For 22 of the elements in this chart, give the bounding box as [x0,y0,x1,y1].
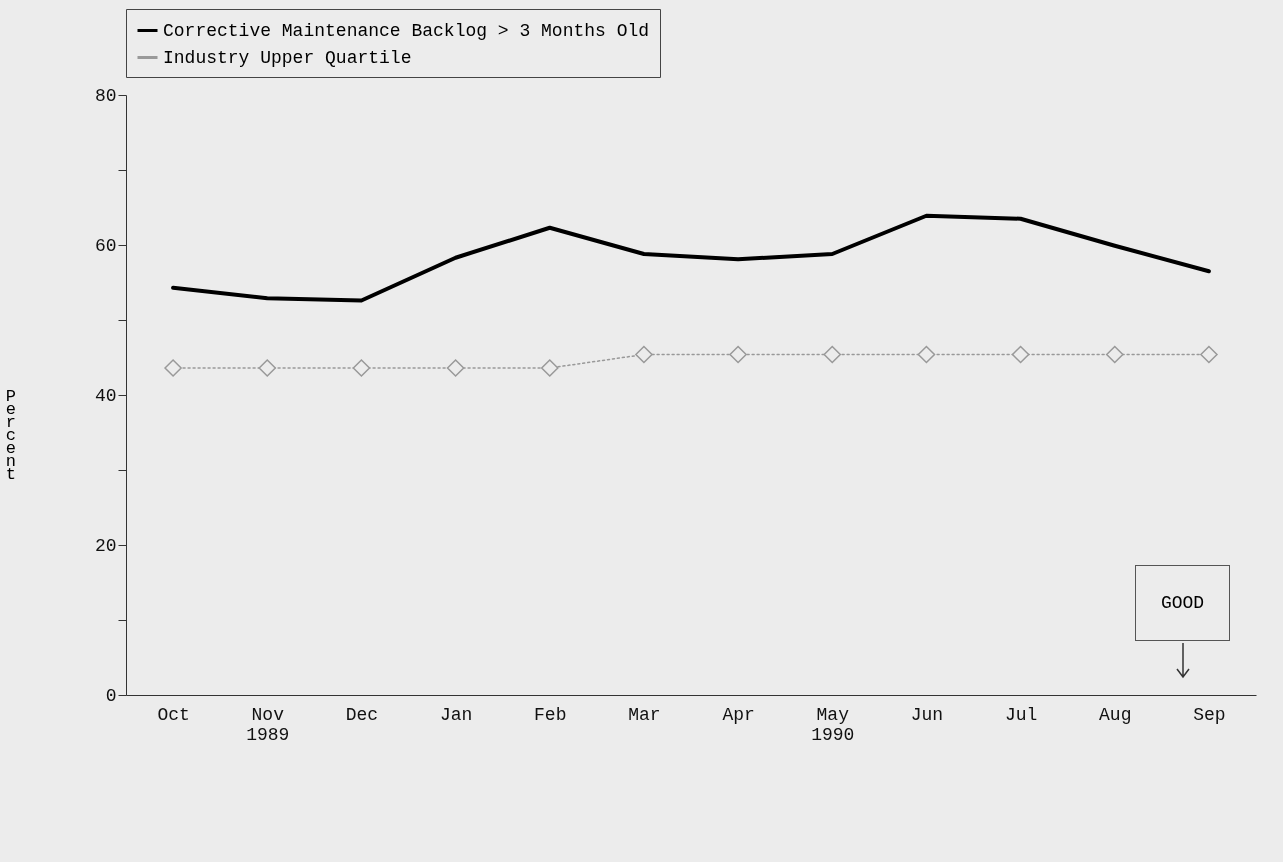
x-tick-label: Dec [345,704,379,725]
y-tick-label: 60 [94,235,117,256]
x-tick-label: Feb [534,704,567,725]
x-tick-label: Jan [439,704,473,725]
x-tick-label: Nov 1989 [246,704,290,745]
annotation: GOOD [1135,565,1230,641]
x-tick-label: Oct [157,704,190,725]
y-axis-title: Percent [5,386,16,484]
x-tick-label: May 1990 [811,704,855,745]
y-tick-label: 20 [94,535,117,556]
x-tick-label: Mar [628,704,661,725]
x-tick-label: Sep [1193,704,1226,725]
y-tick-label: 0 [105,685,117,706]
x-tick-label: Aug [1099,704,1132,725]
line-series [171,213,1211,303]
y-tick-label: 80 [94,85,117,106]
x-tick-label: Apr [722,704,755,725]
y-tick-label: 40 [94,385,117,406]
x-tick-label: Jun [910,704,944,725]
x-tick-label: Jul [1004,704,1038,725]
legend-label: Industry Upper Quartile [163,47,412,68]
legend-label: Corrective Maintenance Backlog > 3 Months Old [163,20,650,41]
